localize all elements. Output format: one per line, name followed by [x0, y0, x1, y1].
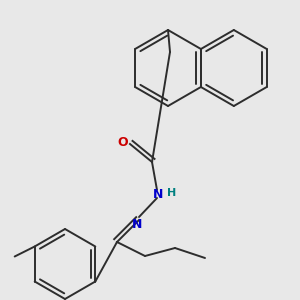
Text: O: O	[118, 136, 128, 149]
Text: N: N	[132, 218, 142, 232]
Text: N: N	[153, 188, 163, 202]
Text: H: H	[167, 188, 177, 198]
